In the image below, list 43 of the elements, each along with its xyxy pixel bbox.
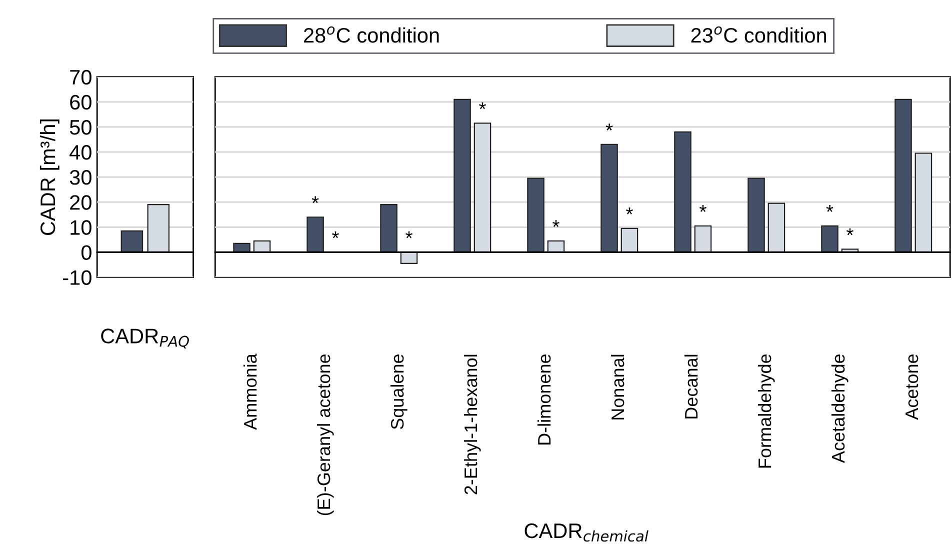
y-tick-label: 0 [81, 245, 92, 260]
y-tick-label: 70 [70, 70, 92, 85]
x-tick-label: CADR$_{PAQ}$ [101, 328, 189, 348]
bar [380, 204, 398, 253]
y-tick-label: -10 [63, 270, 92, 285]
y-tick-label: 30 [70, 170, 92, 185]
x-axis-title: CADR$_{chemical}$ [524, 523, 648, 542]
annotation: * [826, 205, 834, 212]
bar [527, 178, 544, 253]
annotation: * [406, 231, 412, 238]
annotation: * [312, 196, 319, 204]
bar [821, 225, 838, 253]
bar [454, 98, 471, 253]
legend-label: 28$^{o}$C condition [304, 26, 439, 43]
y-tick-label: 40 [70, 145, 92, 160]
annotation: * [846, 228, 854, 236]
annotation: * [552, 220, 560, 227]
y-tick-label: 20 [70, 195, 92, 210]
y-axis-title: CADR [m³/h] [40, 120, 60, 236]
annotation: * [700, 205, 706, 212]
y-tick-label: 60 [70, 94, 92, 110]
x-tick-label: Ammonia [243, 354, 257, 430]
annotation: * [626, 208, 633, 214]
bar [674, 131, 692, 253]
bar [894, 98, 912, 253]
bar [600, 144, 618, 253]
x-tick-label: Decanal [684, 354, 698, 418]
x-tick-label: Squalene [390, 354, 408, 430]
x-tick-label: Acetone [906, 354, 918, 420]
legend-label: 23$^{o}$C condition [691, 26, 826, 43]
x-tick-label: Nonanal [610, 354, 624, 420]
bar [306, 216, 324, 253]
x-tick-label: D-limonene [537, 354, 551, 444]
bar [748, 178, 765, 253]
annotation: * [606, 124, 613, 130]
x-tick-label: Formaldehyde [758, 354, 775, 468]
annotation: * [332, 231, 339, 238]
y-tick-label: 10 [70, 220, 92, 235]
x-tick-label: Acetaldehyde [831, 354, 848, 464]
annotation: * [479, 102, 486, 110]
x-tick-label: (E)-Geranyl acetone [316, 354, 334, 516]
x-tick-label: 2-Ethyl-1-hexanol [464, 354, 481, 494]
y-tick-label: 50 [70, 120, 92, 135]
